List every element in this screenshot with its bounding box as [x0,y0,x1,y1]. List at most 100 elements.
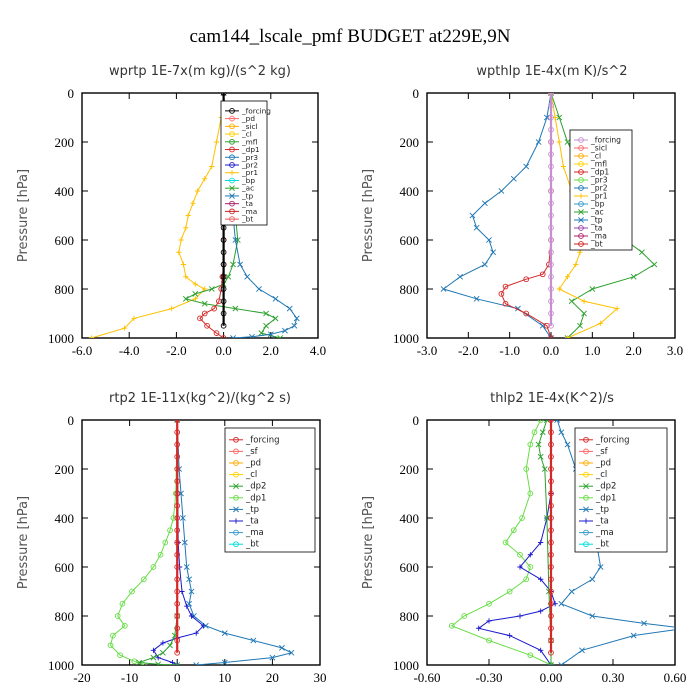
data-point [564,441,571,448]
data-point [229,146,235,153]
data-point [556,139,562,145]
data-point [548,322,554,329]
legend-label: _sicl [241,122,258,131]
data-point [232,237,239,243]
y-tick-label: 800 [55,609,75,624]
data-point [548,600,554,607]
data-point [180,261,187,268]
data-point [188,613,195,619]
data-point [548,102,554,109]
x-tick-label: 0 [174,670,181,685]
data-point [221,630,228,637]
data-point [220,237,227,243]
data-point [589,576,596,583]
data-point [502,300,509,307]
data-point [150,647,156,653]
series-line-pr1 [91,93,225,338]
data-point [230,335,236,338]
legend-label: _pd [595,459,611,469]
data-point [597,564,604,570]
data-point [510,175,517,182]
y-tick-label: 800 [400,282,420,297]
data-point [548,502,554,509]
data-point [160,640,166,646]
legend-label: _cl [590,152,601,161]
legend-label: _bt [241,215,253,224]
data-point [174,527,181,534]
data-point [220,335,227,338]
data-point [263,310,269,317]
data-point [490,249,497,256]
data-point [229,131,235,137]
data-point [176,249,182,255]
series-line-tp [442,93,552,338]
data-point [288,649,295,656]
series-group [448,420,675,665]
y-axis-label: Pressure [hPa] [16,496,31,589]
data-point [589,286,596,292]
x-tick-label: 0.30 [602,670,625,685]
y-tick-label: 1000 [48,331,74,346]
data-point [578,185,584,191]
y-tick-label: 0 [68,413,75,428]
x-tick-label: 2.0 [263,343,279,358]
y-tick-label: 400 [400,184,420,199]
data-point [244,273,251,280]
x-tick-label: 2.0 [626,343,642,358]
data-point [630,273,637,280]
plot-frame [81,92,319,339]
data-point [213,330,220,336]
legend-label: _pr2 [590,184,608,193]
x-tick-label: 0.0 [215,343,231,358]
y-tick-label: 1000 [393,331,419,346]
data-point [229,193,235,199]
data-point [293,315,300,322]
data-point [167,642,173,649]
legend-label: _dp1 [590,168,609,177]
data-point [160,649,166,656]
y-axis-label: Pressure [hPa] [16,169,31,262]
figure-title: cam144_lscale_pmf BUDGET at229E,9N [190,26,511,47]
data-point [249,333,255,338]
legend-label: _dp1 [595,493,616,503]
data-point [220,298,227,305]
data-point [583,436,589,443]
data-point [578,201,584,207]
data-point [192,281,198,287]
data-point [192,296,198,302]
legend-label: _tp [241,191,254,200]
chart-panel-1: wprtp 1E-7x(m kg)/(s^2 kg) Pressure [hPa]… [16,64,326,358]
data-point [174,637,181,644]
data-point [193,630,199,636]
data-point [220,322,227,329]
data-point [548,286,554,292]
y-tick-label: 600 [400,233,420,248]
data-point [150,654,157,661]
data-point [167,527,173,534]
data-point [556,286,562,292]
data-point [282,327,288,334]
data-point [229,170,235,176]
data-point [229,115,235,122]
data-point [229,208,235,215]
data-point [233,506,239,513]
x-tick-label: -0.60 [413,670,440,685]
data-point [614,306,620,312]
data-point [220,261,227,268]
data-point [233,436,239,443]
legend-label: _pr3 [590,176,608,185]
data-point [119,600,126,607]
data-point [220,310,227,317]
data-point [229,108,235,114]
data-point [578,145,584,151]
data-point [473,224,480,231]
data-point [225,273,232,280]
data-point [548,576,554,583]
data-point [548,453,554,460]
data-point [527,441,534,448]
data-point [155,661,162,665]
data-point [174,466,181,472]
data-point [498,188,505,194]
y-tick-label: 600 [55,560,75,575]
data-point [548,139,554,145]
